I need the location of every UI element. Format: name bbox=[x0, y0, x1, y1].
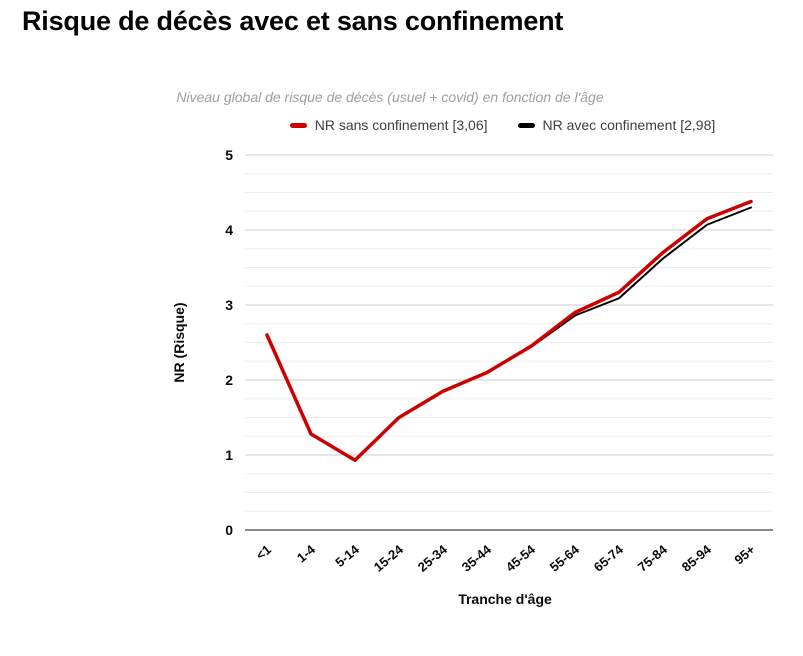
x-tick-label: 65-74 bbox=[591, 541, 627, 574]
x-tick-label: 25-34 bbox=[415, 541, 451, 574]
y-tick-label: 0 bbox=[225, 522, 233, 538]
x-tick-label: 75-84 bbox=[635, 541, 671, 574]
legend-label: NR sans confinement [3,06] bbox=[314, 117, 488, 133]
chart-subtitle: Niveau global de risque de décès (usuel … bbox=[176, 89, 604, 105]
x-tick-label: 95+ bbox=[731, 542, 758, 568]
x-tick-label: 15-24 bbox=[371, 541, 407, 574]
x-tick-label: 45-54 bbox=[503, 541, 539, 574]
x-tick-label: 85-94 bbox=[679, 541, 715, 574]
y-axis-title: NR (Risque) bbox=[171, 302, 187, 382]
chart-legend: NR sans confinement [3,06] NR avec confi… bbox=[230, 115, 775, 135]
y-tick-label: 1 bbox=[225, 447, 233, 463]
y-tick-label: 5 bbox=[225, 147, 233, 163]
y-tick-label: 2 bbox=[225, 372, 233, 388]
legend-dash-icon-red bbox=[289, 122, 307, 128]
legend-label: NR avec confinement [2,98] bbox=[542, 117, 716, 133]
series-line-0 bbox=[265, 199, 753, 462]
x-tick-label: 1-4 bbox=[294, 541, 319, 565]
x-axis-title: Tranche d'âge bbox=[458, 591, 552, 607]
y-tick-label: 3 bbox=[225, 297, 233, 313]
x-tick-label: 55-64 bbox=[547, 541, 583, 574]
page-title: Risque de décès avec et sans confinement bbox=[22, 6, 564, 36]
legend-item-sans-confinement: NR sans confinement [3,06] bbox=[289, 117, 488, 133]
x-tick-label: <1 bbox=[253, 542, 274, 563]
x-tick-label: 5-14 bbox=[332, 541, 362, 570]
y-tick-label: 4 bbox=[225, 222, 233, 238]
legend-item-avec-confinement: NR avec confinement [2,98] bbox=[517, 117, 716, 133]
legend-dash-icon-black bbox=[517, 122, 535, 128]
series-line-1 bbox=[266, 206, 752, 462]
x-tick-label: 35-44 bbox=[459, 541, 495, 574]
